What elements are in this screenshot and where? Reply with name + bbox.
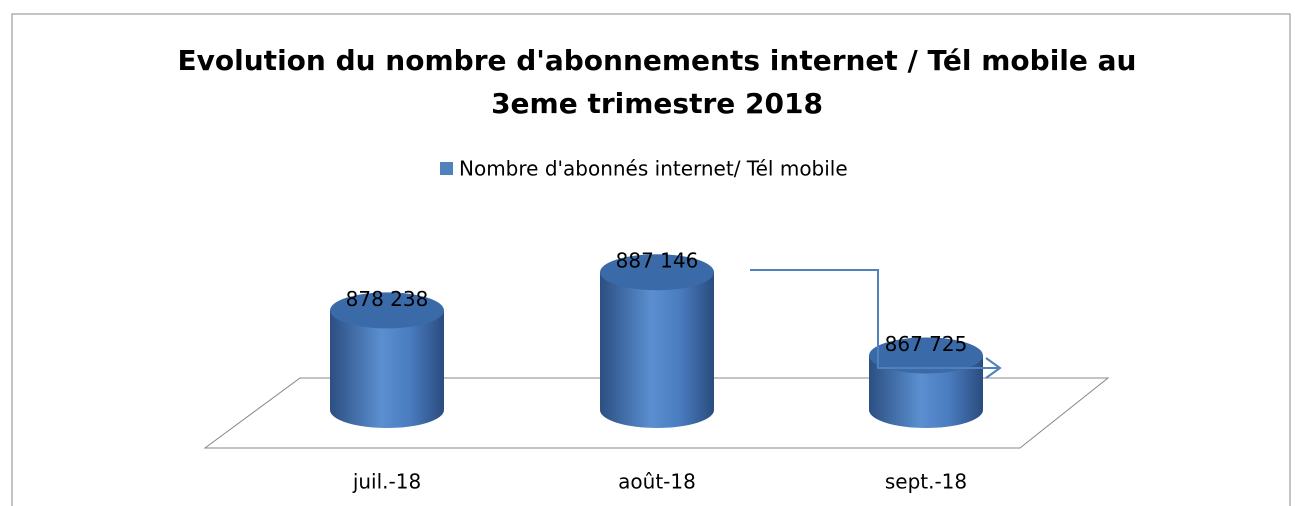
connector-arrow: [750, 269, 1002, 379]
value-label: 887 146: [616, 249, 699, 273]
bar: [600, 272, 714, 428]
value-label: 878 238: [346, 287, 429, 311]
bar: [330, 310, 444, 428]
x-tick-label: sept.-18: [885, 470, 967, 494]
bar-top: [869, 337, 983, 374]
bar: [869, 355, 983, 428]
bar-top: [330, 292, 444, 329]
bar-top: [600, 254, 714, 291]
x-tick-label: août-18: [618, 470, 696, 494]
legend-label: Nombre d'abonnés internet/ Tél mobile: [459, 157, 848, 181]
value-label: 867 725: [885, 332, 968, 356]
chart-title: Evolution du nombre d'abonnements intern…: [178, 44, 1137, 120]
floor: [203, 377, 1110, 449]
legend-swatch: [440, 162, 453, 175]
x-tick-label: juil.-18: [352, 470, 421, 494]
frame: [11, 13, 1291, 506]
